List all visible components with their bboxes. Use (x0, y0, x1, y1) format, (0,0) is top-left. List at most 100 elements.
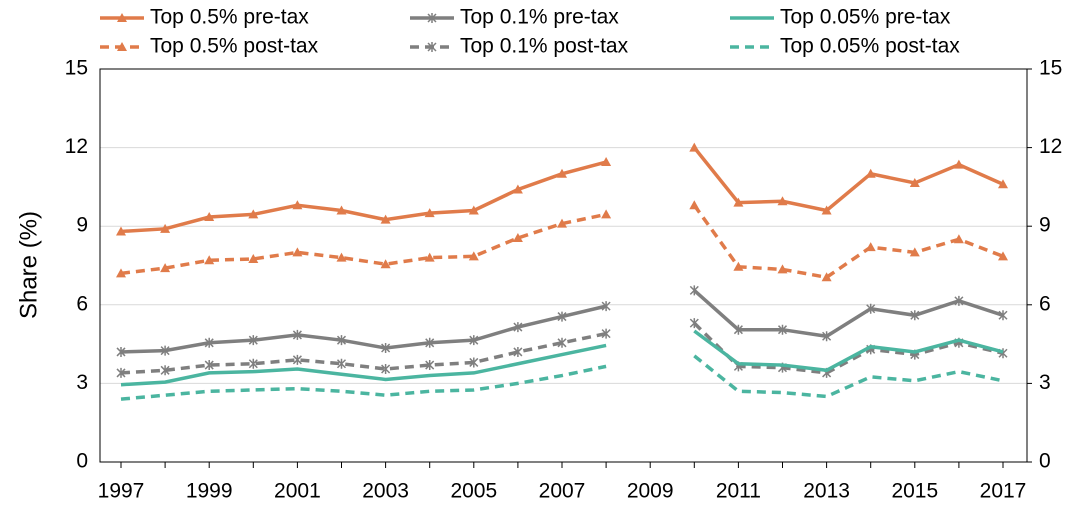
point (822, 331, 832, 342)
point (689, 142, 700, 152)
plot-frame (99, 68, 1028, 463)
point (116, 226, 126, 236)
point (689, 285, 699, 296)
series-line (120, 204, 1004, 280)
y-tick-label: 9 (76, 214, 88, 237)
point (689, 200, 700, 210)
y2-tick-label: 3 (1039, 371, 1051, 394)
point (601, 301, 611, 312)
point (381, 343, 391, 354)
legend-marker (427, 13, 437, 23)
point (733, 261, 744, 271)
point (998, 179, 1008, 189)
point (909, 177, 920, 187)
point (998, 310, 1008, 321)
point (116, 367, 126, 378)
legend-label: Top 0.1% pre-tax (460, 6, 619, 29)
point (292, 200, 303, 210)
legend-marker (427, 42, 437, 52)
y-tick-label: 6 (76, 292, 88, 315)
point (777, 324, 788, 335)
y2-tick-label: 6 (1039, 292, 1051, 315)
x-tick-label: 2009 (627, 480, 674, 503)
point (512, 232, 523, 242)
x-tick-label: 2007 (539, 480, 586, 503)
point (513, 346, 523, 357)
point (204, 212, 215, 222)
point (160, 263, 171, 273)
point (733, 324, 743, 335)
legend-marker (117, 13, 127, 22)
point (954, 295, 964, 306)
x-tick-label: 1999 (186, 480, 233, 503)
y2-tick-label: 0 (1039, 450, 1051, 473)
point (909, 247, 920, 257)
point (248, 209, 259, 219)
point (425, 337, 435, 348)
point (601, 209, 612, 219)
y-axis-label: Share (%) (15, 211, 42, 319)
point (601, 328, 611, 339)
point (821, 205, 832, 215)
point (865, 242, 876, 252)
y-tick-label: 3 (76, 371, 88, 394)
x-tick-label: 2005 (450, 480, 497, 503)
legend-label: Top 0.5% pre-tax (150, 6, 309, 29)
point (380, 259, 391, 269)
point (116, 268, 126, 278)
x-tick-label: 2017 (980, 480, 1027, 503)
point (953, 234, 964, 244)
point (248, 335, 258, 346)
y2-tick-label: 9 (1039, 214, 1051, 237)
y-tick-label: 0 (76, 450, 88, 473)
series-line (120, 289, 1004, 354)
point (557, 218, 567, 228)
series-line (120, 146, 1004, 234)
x-tick-label: 2013 (803, 480, 850, 503)
point (998, 251, 1008, 261)
point (777, 264, 788, 274)
point (160, 345, 170, 356)
legend-label: Top 0.5% post-tax (150, 35, 319, 58)
point (292, 354, 302, 365)
point (116, 346, 126, 357)
point (204, 255, 215, 265)
series-line (120, 321, 1004, 375)
x-tick-label: 2001 (274, 480, 321, 503)
point (557, 311, 567, 322)
point (468, 205, 479, 215)
point (248, 358, 258, 369)
point (204, 360, 214, 371)
point (248, 253, 259, 263)
point (557, 168, 567, 178)
point (381, 363, 391, 374)
point (469, 335, 479, 346)
point (160, 223, 171, 233)
point (424, 252, 435, 262)
y2-tick-label: 12 (1039, 135, 1062, 158)
y-tick-label: 12 (65, 135, 88, 158)
point (424, 208, 435, 218)
point (292, 247, 303, 257)
point (557, 337, 567, 348)
point (425, 360, 435, 371)
series-line (120, 354, 1004, 401)
point (910, 310, 920, 321)
point (336, 252, 347, 262)
point (866, 303, 876, 314)
point (953, 159, 964, 169)
x-tick-label: 2011 (716, 480, 761, 503)
point (777, 196, 788, 206)
point (380, 214, 391, 224)
point (733, 197, 744, 207)
point (601, 157, 612, 167)
legend-marker (117, 42, 127, 51)
point (469, 357, 479, 368)
y-tick-label: 15 (65, 57, 88, 80)
y2-tick-label: 15 (1039, 57, 1062, 80)
x-tick-label: 1997 (98, 480, 145, 503)
x-tick-label: 2003 (362, 480, 409, 503)
legend-label: Top 0.05% pre-tax (780, 6, 951, 29)
point (336, 358, 347, 369)
